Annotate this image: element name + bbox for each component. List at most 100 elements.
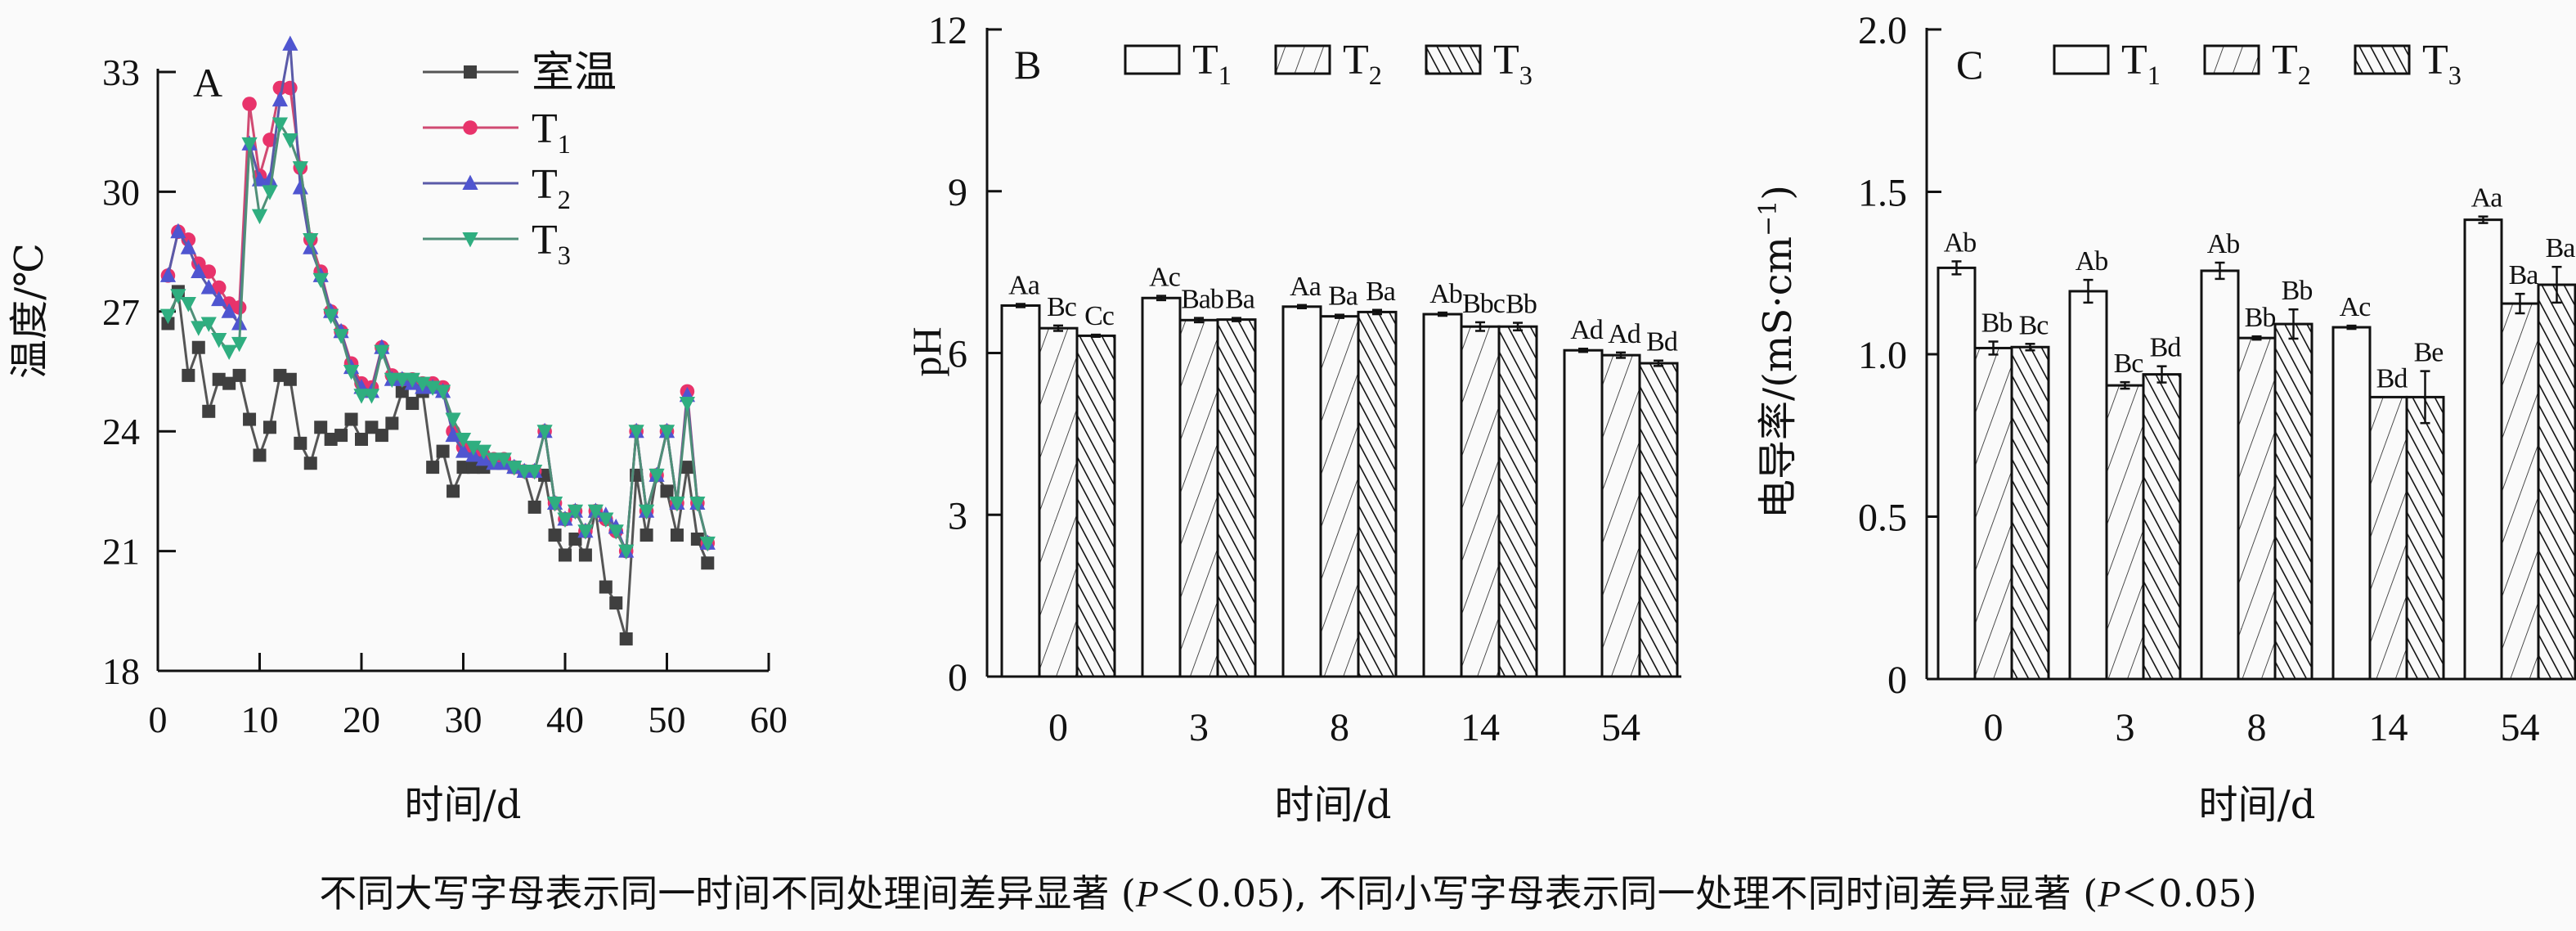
x-tick-label: 10	[241, 699, 279, 740]
x-tick-label: 3	[1189, 706, 1209, 749]
data-point-T2	[221, 303, 237, 318]
data-point-T3	[506, 461, 523, 476]
data-point-室温	[191, 340, 205, 354]
significance-label: Bab	[1181, 285, 1223, 315]
data-point-室温	[294, 436, 307, 450]
y-tick-label: 2.0	[1858, 9, 1907, 52]
data-point-室温	[395, 385, 409, 398]
data-point-T3	[557, 512, 573, 528]
bar-group-day-8: Aa Ba Ba	[1281, 272, 1398, 678]
panel-a-ylabel: 温度/℃	[7, 243, 52, 379]
x-tick-label: 54	[2501, 706, 2540, 749]
bar-T1	[2068, 290, 2108, 681]
significance-label: Bd	[1646, 327, 1678, 358]
data-point-T3	[577, 524, 594, 540]
bar-T2	[1178, 318, 1219, 678]
data-point-T2	[262, 171, 278, 187]
data-point-T2	[445, 426, 461, 443]
significance-label: Ba	[1366, 277, 1396, 307]
significance-label: Ba	[2546, 233, 2576, 263]
data-point-室温	[660, 484, 674, 498]
data-point-室温	[344, 412, 358, 426]
significance-label: Be	[2414, 338, 2444, 368]
data-point-室温	[640, 528, 653, 542]
data-point-T3	[536, 425, 553, 440]
bar-T1	[1422, 313, 1463, 678]
data-point-室温	[232, 368, 246, 382]
bar-T2	[1600, 353, 1641, 678]
data-point-T3	[679, 397, 695, 412]
data-point-T2	[211, 290, 227, 307]
data-point-T3	[475, 444, 491, 460]
data-point-室温	[456, 461, 470, 474]
x-tick-label: 0	[1984, 706, 2004, 749]
panel-c-label: C	[1956, 42, 1983, 88]
y-tick-label: 24	[102, 411, 140, 452]
bar-group-day-0: Ab Bb Bc	[1936, 227, 2050, 681]
data-point-室温	[243, 412, 257, 426]
x-tick-label: 0	[1048, 706, 1068, 749]
legend-label-T2: T2	[2272, 37, 2311, 90]
data-point-T3	[639, 504, 655, 520]
legend-label-室温: 室温	[532, 50, 617, 97]
x-tick-label: 8	[1330, 706, 1349, 749]
legend-label-T3: T3	[532, 217, 571, 270]
data-point-室温	[406, 397, 420, 411]
legend-swatch-T2	[2203, 44, 2260, 75]
y-tick-label: 9	[948, 171, 967, 214]
data-point-室温	[447, 484, 460, 498]
bar-T1	[1936, 266, 1977, 681]
significance-label: Ab	[1944, 227, 1977, 258]
legend-label-T3: T3	[2422, 37, 2462, 90]
data-point-T2	[282, 35, 298, 51]
legend-label-T2: T2	[1343, 37, 1382, 90]
panel-a-xlabel: 时间/d	[405, 782, 522, 828]
data-point-T3	[527, 465, 543, 480]
data-point-室温	[385, 416, 399, 430]
significance-label: Ab	[1429, 279, 1462, 309]
significance-label: Bc	[2114, 349, 2144, 379]
data-point-室温	[263, 421, 276, 434]
significance-label: Bc	[2019, 310, 2049, 340]
data-point-T2	[159, 267, 177, 282]
bar-T2	[1973, 346, 2013, 681]
bar-T3	[1497, 325, 1538, 678]
significance-label: Bb	[1506, 290, 1537, 320]
significance-label: Ba	[1328, 281, 1358, 312]
data-point-T3	[221, 344, 237, 360]
panel-a-temperature-chart: A 温度/℃ 时间/d 18 21 24 27 30 33 0 10 20 30 40 50 60 室温 T…	[7, 35, 788, 828]
data-point-T3	[669, 497, 685, 512]
data-point-室温	[619, 632, 633, 645]
data-point-T3	[241, 137, 258, 153]
x-tick-label: 0	[149, 699, 168, 740]
significance-label: Ba	[2509, 260, 2539, 290]
data-point-室温	[559, 548, 572, 562]
data-point-T3	[465, 440, 482, 457]
data-point-T3	[251, 209, 268, 225]
data-point-T3	[374, 344, 390, 360]
y-tick-label: 18	[102, 650, 140, 692]
data-point-T3	[608, 524, 624, 540]
y-tick-label: 21	[102, 531, 140, 573]
x-tick-label: 60	[750, 699, 788, 740]
bar-T3	[2405, 395, 2445, 681]
y-tick-label: 0.5	[1858, 497, 1907, 540]
series-line-T3	[167, 120, 709, 555]
y-tick-label: 30	[102, 171, 140, 213]
bar-T1	[1281, 305, 1322, 678]
legend-marker-T3	[462, 232, 478, 248]
data-point-T3	[658, 425, 675, 440]
significance-label: Ac	[1149, 263, 1181, 293]
data-point-室温	[324, 432, 338, 446]
data-point-T1	[211, 280, 227, 295]
bar-T2	[1460, 325, 1501, 678]
y-tick-label: 0	[948, 656, 967, 699]
significance-label: Bb	[2245, 303, 2276, 333]
data-point-T2	[292, 179, 308, 195]
data-point-T3	[455, 432, 472, 448]
figure-caption: 不同大写字母表示同一时间不同处理间差异显著 (P＜0.05), 不同小写字母表示…	[319, 871, 2256, 915]
data-point-室温	[365, 421, 379, 434]
